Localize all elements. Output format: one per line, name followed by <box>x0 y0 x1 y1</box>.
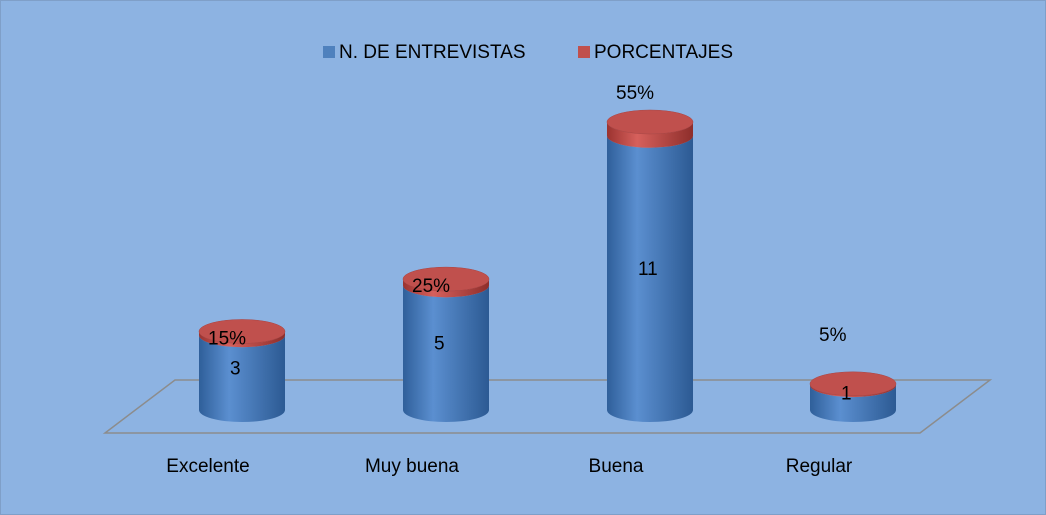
legend-label: N. DE ENTREVISTAS <box>339 42 526 63</box>
x-tick-label: Excelente <box>166 456 249 477</box>
cylinder-top <box>606 109 694 135</box>
x-tick-label: Muy buena <box>365 456 459 477</box>
cylinder-segment <box>199 335 285 422</box>
x-tick-label: Regular <box>786 456 853 477</box>
cylinder-segment <box>403 285 489 422</box>
data-label: 5% <box>819 325 847 346</box>
cylinder-top <box>198 319 286 344</box>
data-label: 11 <box>638 259 658 280</box>
data-label: 15% <box>208 328 246 349</box>
cylinder-top <box>402 266 490 292</box>
data-label: 25% <box>412 276 450 297</box>
cylinder-segment <box>810 385 896 422</box>
legend-label: PORCENTAJES <box>594 42 733 63</box>
legend-swatch <box>323 46 335 58</box>
cylinder-segment <box>607 122 693 148</box>
data-label: 5 <box>434 334 445 355</box>
cylinder-top <box>809 371 897 397</box>
data-label: 1 <box>841 384 852 405</box>
data-label: 3 <box>230 359 241 380</box>
x-tick-label: Buena <box>589 456 644 477</box>
cylinder-segment <box>199 331 285 348</box>
floor <box>102 379 993 434</box>
cylinder-segment <box>607 135 693 422</box>
data-label: 55% <box>616 83 654 104</box>
legend-swatch <box>578 46 590 58</box>
cylinder-segment <box>403 279 489 298</box>
